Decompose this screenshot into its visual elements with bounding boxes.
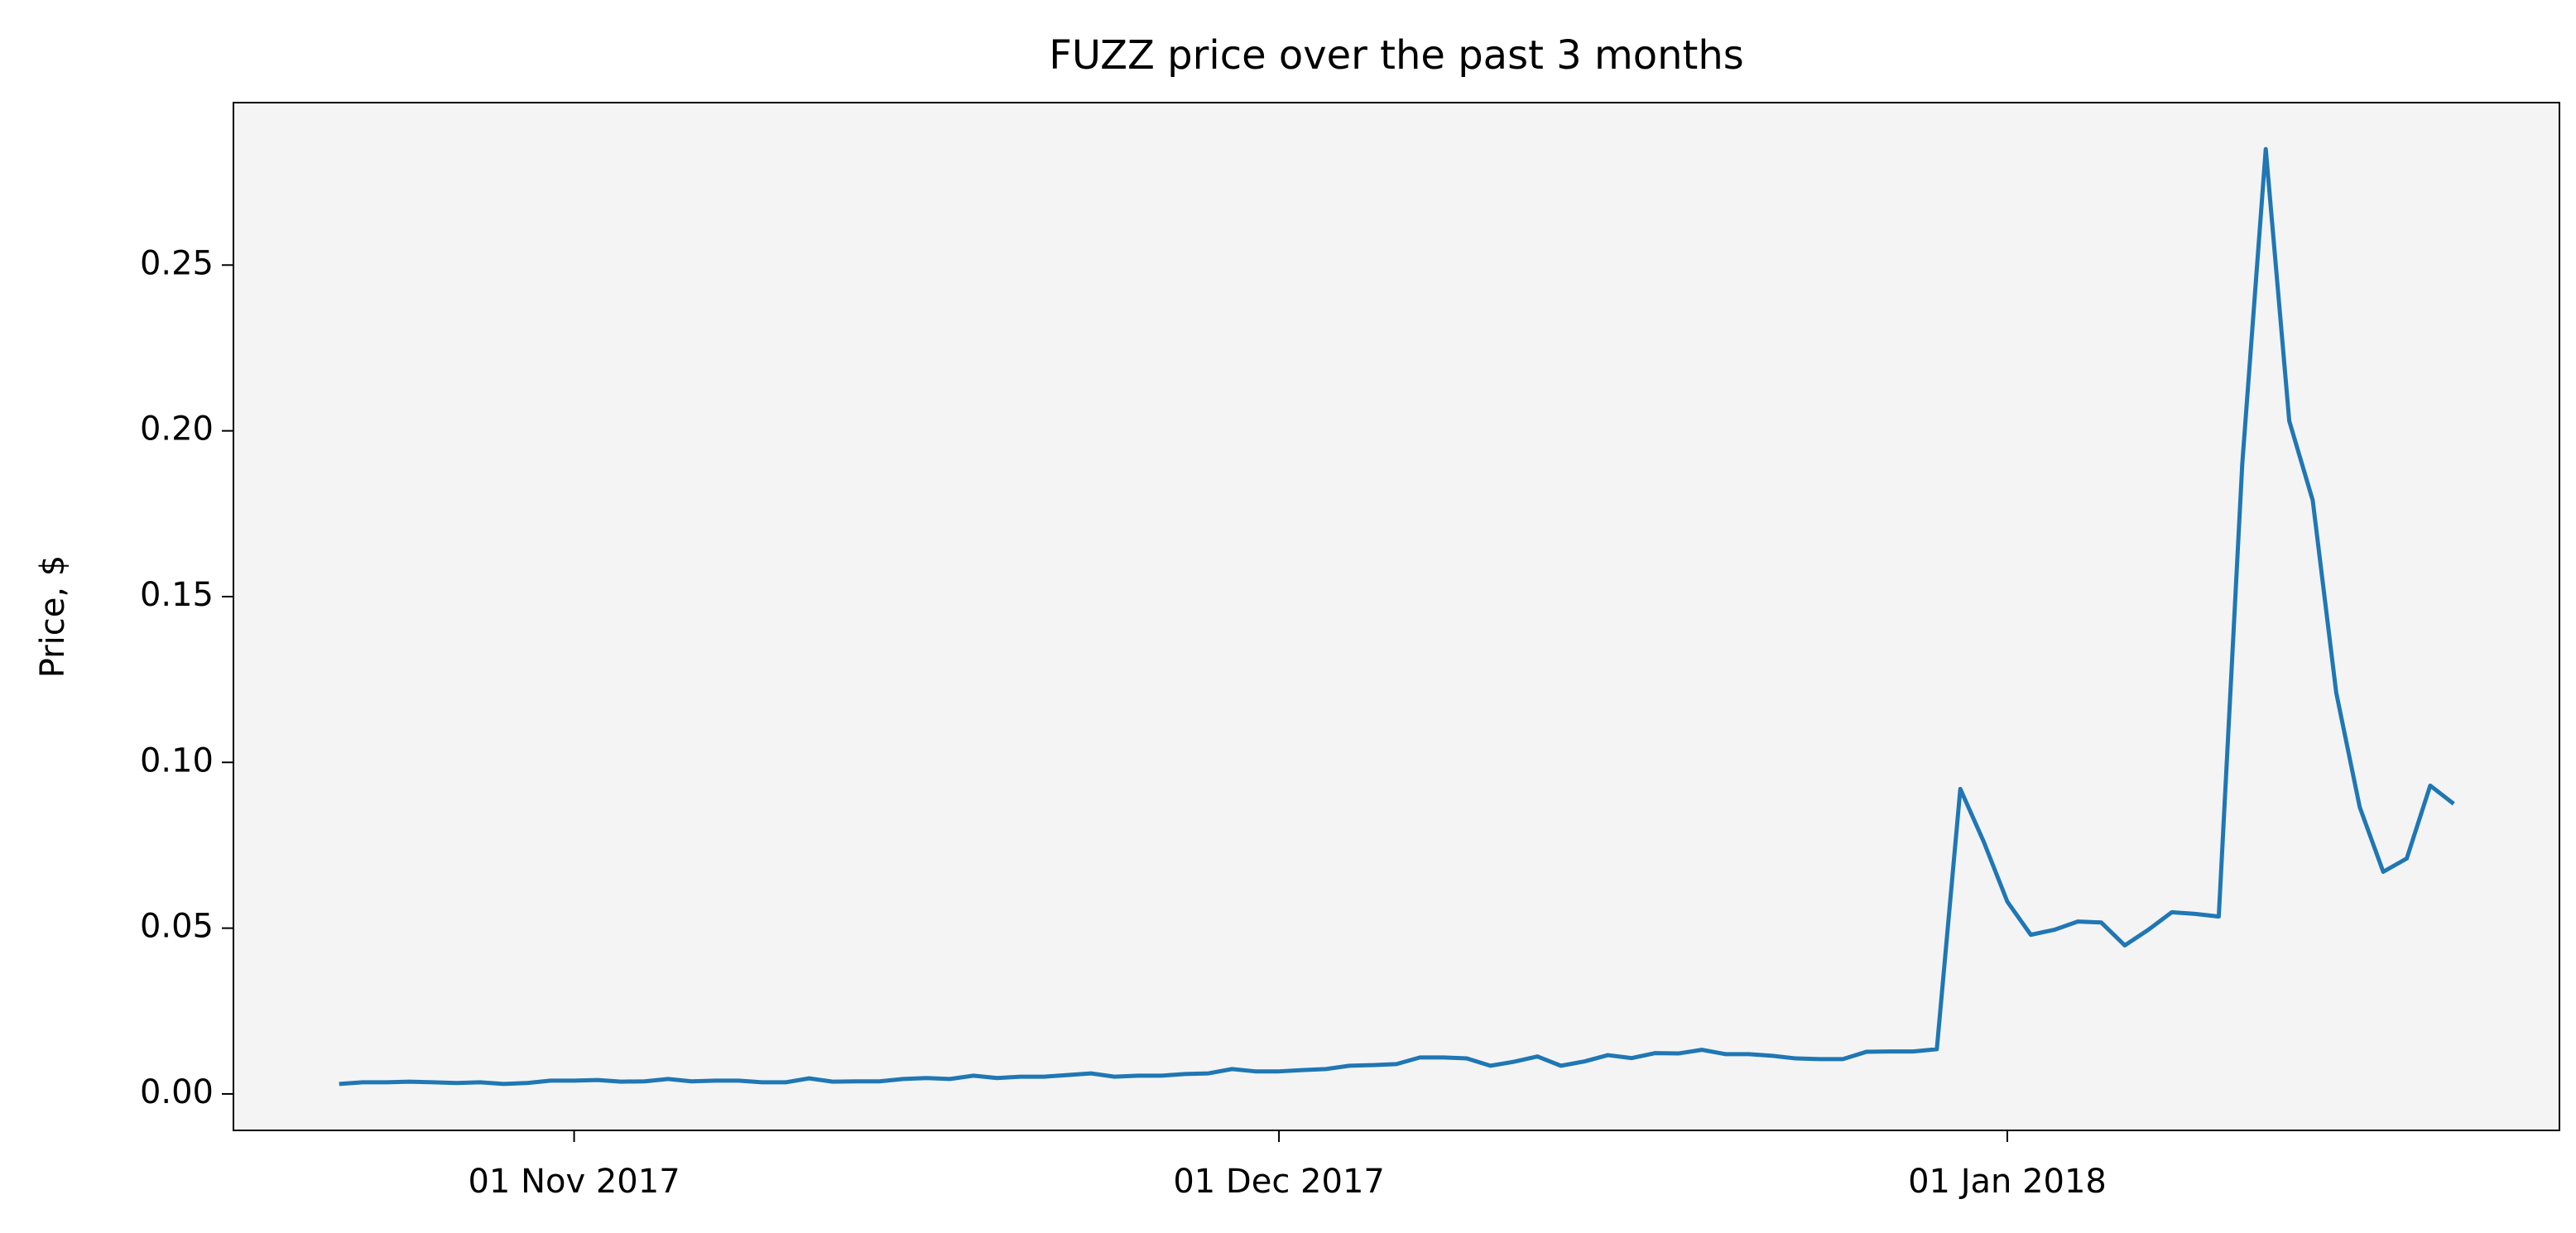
chart-title: FUZZ price over the past 3 months bbox=[1049, 32, 1744, 79]
x-tick-label: 01 Nov 2017 bbox=[468, 1163, 680, 1201]
y-tick-label: 0.00 bbox=[140, 1073, 214, 1111]
price-line bbox=[339, 146, 2455, 1087]
y-axis-label: Price, $ bbox=[34, 555, 72, 678]
plot-area bbox=[233, 103, 2559, 1130]
y-tick-label: 0.10 bbox=[140, 741, 214, 780]
x-tick-label: 01 Jan 2018 bbox=[1908, 1163, 2107, 1201]
x-tick-label: 01 Dec 2017 bbox=[1173, 1163, 1385, 1201]
axes-frame bbox=[233, 102, 2560, 1131]
y-tick-label: 0.25 bbox=[140, 244, 214, 282]
y-tick-label: 0.20 bbox=[140, 410, 214, 449]
y-tick-label: 0.05 bbox=[140, 908, 214, 946]
y-tick-label: 0.15 bbox=[140, 576, 214, 614]
